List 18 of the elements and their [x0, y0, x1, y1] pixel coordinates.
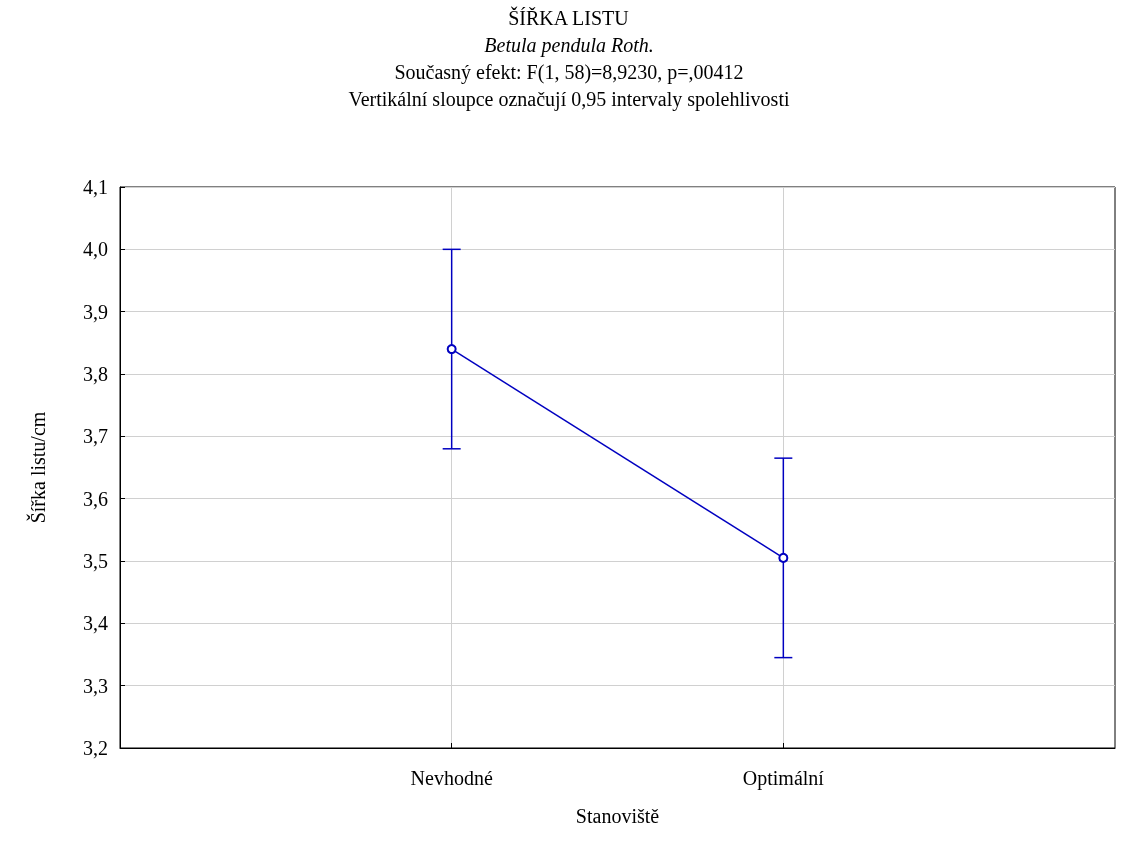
x-tick-label: Optimální: [742, 767, 825, 790]
y-tick-label: 3,8: [83, 363, 108, 385]
text: Vertikální sloupce označují 0,95 intervaly spolehlivosti: [348, 88, 790, 111]
y-tick-label: 3,4: [83, 612, 108, 635]
chart-subtitle: Betula pendula Roth.: [484, 34, 654, 57]
x-tick-label: Nevhodné: [410, 767, 493, 789]
text: Současný efekt: F(1, 58)=8,9230, p=,00412: [394, 61, 744, 84]
x-axis-title: Stanoviště: [575, 805, 660, 827]
y-tick-label: 3,5: [83, 550, 108, 572]
y-tick-label: 3,9: [83, 300, 108, 323]
y-axis-title: Šířka listu/cm: [26, 411, 49, 524]
y-tick-label: 4,0: [83, 238, 108, 261]
y-tick-label: 3,7: [83, 425, 108, 448]
y-tick-label: 3,6: [83, 487, 108, 510]
y-tick-label: 4,1: [83, 176, 108, 198]
y-tick-label: 3,3: [83, 674, 108, 697]
y-tick-label: 3,2: [83, 737, 108, 759]
chart-title: ŠÍŘKA LISTU: [508, 6, 630, 29]
